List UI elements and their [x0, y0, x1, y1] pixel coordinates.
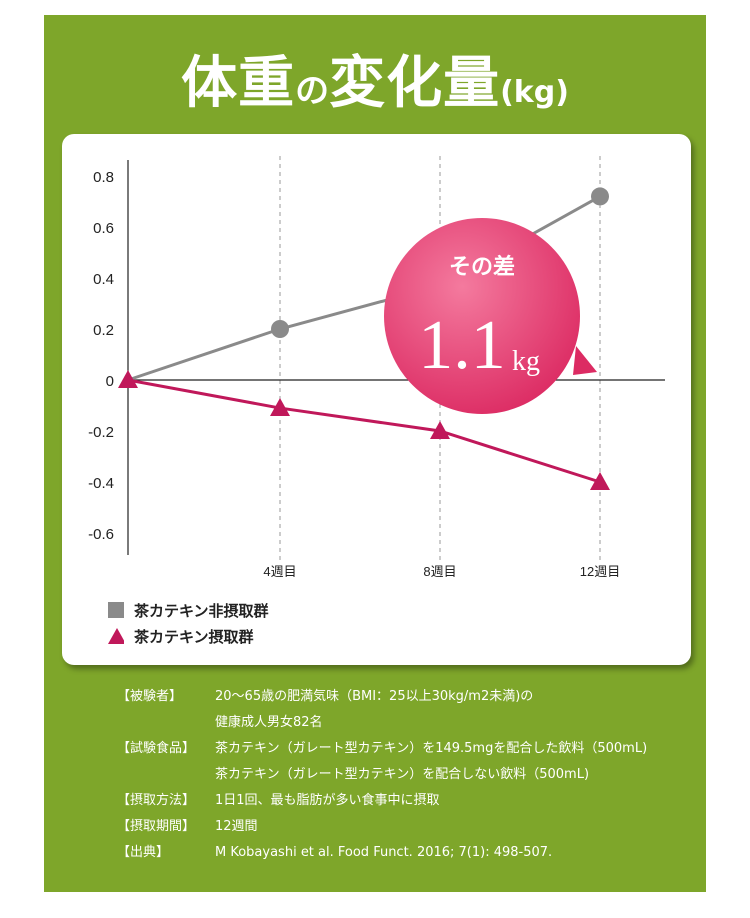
legend-item-non-intake: 茶カテキン非摂取群	[108, 597, 269, 623]
triangle-icon	[108, 628, 124, 644]
title-main2: 変化量	[329, 51, 501, 116]
tick-layer: 0.8 0.6 0.4 0.2 0 -0.2 -0.4 -0.6 4週目 8週目 12週目	[88, 169, 620, 579]
y-tick-label: -0.4	[88, 475, 114, 492]
note-line: 健康成人男女82名	[215, 715, 323, 730]
y-tick-label: 0.2	[93, 322, 114, 339]
y-tick-label: 0	[106, 373, 114, 390]
note-label: 【出典】	[117, 845, 170, 860]
note-label: 【摂取方法】	[117, 793, 196, 808]
note-row: 【摂取方法】 1日1回、最も脂肪が多い食事中に摂取	[117, 788, 647, 814]
callout-unit: kg	[512, 346, 540, 377]
note-line: M Kobayashi et al. Food Funct. 2016; 7(1…	[215, 845, 553, 860]
x-tick-label: 12週目	[580, 564, 620, 579]
data-point	[271, 320, 289, 338]
note-row: 【試験食品】 茶カテキン（ガレート型カテキン）を149.5mgを配合した飲料（5…	[117, 736, 647, 788]
title-particle: の	[295, 71, 330, 111]
note-line: 茶カテキン（ガレート型カテキン）を配合しない飲料（500mL)	[215, 767, 590, 782]
x-tick-label: 4週目	[263, 564, 296, 579]
callout-tail	[573, 346, 597, 375]
note-label: 【試験食品】	[117, 741, 196, 756]
legend-label-non-intake: 茶カテキン非摂取群	[134, 601, 269, 620]
square-icon	[108, 602, 124, 618]
note-line: 12週間	[215, 819, 258, 834]
note-row: 【被験者】 20～65歳の肥満気味（BMI：25以上30kg/m2未満)の 健康…	[117, 684, 647, 736]
data-point	[430, 421, 450, 439]
legend-label-intake: 茶カテキン摂取群	[134, 627, 254, 646]
note-label: 【摂取期間】	[117, 819, 196, 834]
y-tick-label: 0.6	[93, 220, 114, 237]
study-notes: 【被験者】 20～65歳の肥満気味（BMI：25以上30kg/m2未満)の 健康…	[117, 684, 647, 866]
note-line: 1日1回、最も脂肪が多い食事中に摂取	[215, 793, 440, 808]
y-tick-label: -0.2	[88, 424, 114, 441]
callout-value: 1.1	[418, 307, 506, 384]
chart-card	[62, 134, 691, 665]
data-point	[270, 398, 290, 417]
legend-item-intake: 茶カテキン摂取群	[108, 623, 269, 649]
axis-layer	[127, 160, 665, 555]
page-title: 体重の変化量(kg)	[0, 38, 750, 119]
note-label: 【被験者】	[117, 689, 183, 704]
y-tick-label: 0.4	[93, 271, 114, 288]
data-point	[591, 187, 609, 206]
callout-label: その差	[449, 254, 515, 280]
note-line: 20～65歳の肥満気味（BMI：25以上30kg/m2未満)の	[215, 689, 534, 704]
x-tick-label: 8週目	[423, 564, 456, 579]
data-point	[118, 370, 138, 388]
legend: 茶カテキン非摂取群 茶カテキン摂取群	[108, 597, 269, 649]
data-point	[590, 472, 610, 490]
callout-circle	[384, 218, 580, 414]
difference-callout: その差 1.1 kg	[384, 218, 597, 414]
title-unit: (kg)	[500, 75, 569, 110]
series-line	[127, 378, 601, 484]
note-row: 【出典】 M Kobayashi et al. Food Funct. 2016…	[117, 840, 647, 866]
y-tick-label: -0.6	[88, 526, 114, 543]
note-row: 【摂取期間】 12週間	[117, 814, 647, 840]
y-tick-label: 0.8	[93, 169, 114, 186]
title-main: 体重	[181, 51, 296, 116]
note-line: 茶カテキン（ガレート型カテキン）を149.5mgを配合した飲料（500mL)	[215, 741, 648, 756]
